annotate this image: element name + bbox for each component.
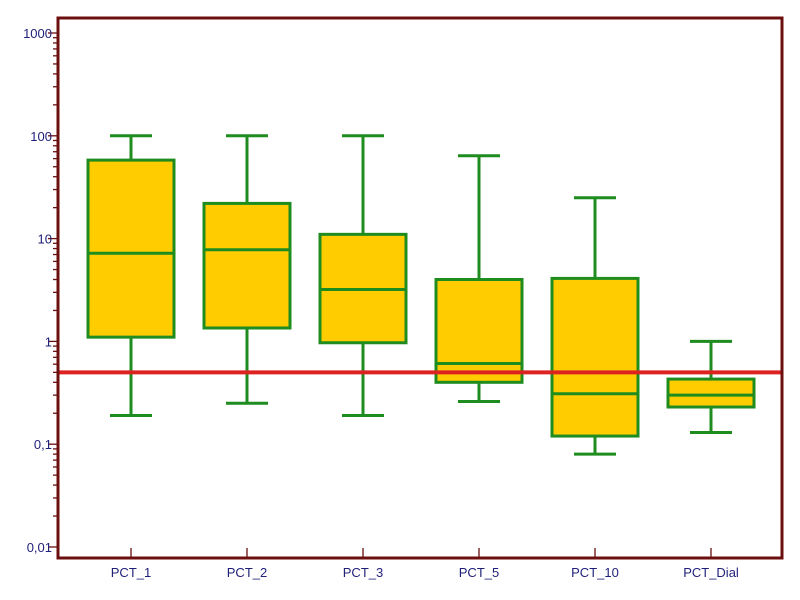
x-tick-label: PCT_1: [111, 565, 151, 580]
x-tick-label: PCT_3: [343, 565, 383, 580]
box-series: [86, 134, 756, 456]
plot-frame-layer: [56, 16, 784, 560]
box-pct-1: [86, 134, 176, 418]
x-tick-label: PCT_5: [459, 565, 499, 580]
y-tick-label: 1: [45, 334, 52, 349]
box-body: [434, 278, 524, 384]
x-tick-label: PCT_2: [227, 565, 267, 580]
box-body: [666, 377, 756, 409]
x-tick-label: PCT_10: [571, 565, 619, 580]
box-body: [550, 276, 640, 438]
x-axis: PCT_1 PCT_2 PCT_3 PCT_5 PCT_10 PCT_Dial: [111, 548, 739, 580]
y-tick-label: 10: [38, 232, 52, 247]
x-tick-label: PCT_Dial: [683, 565, 739, 580]
box-body: [202, 201, 292, 330]
box-pct-3: [318, 134, 408, 418]
y-tick-label: 0,01: [27, 540, 52, 555]
y-axis: 0,01 0,1 1 10 100 1000: [23, 26, 58, 555]
plot-frame: [56, 16, 784, 560]
box-pct-2: [202, 134, 292, 405]
box-pct-10: [550, 196, 640, 456]
y-tick-label: 100: [30, 129, 52, 144]
y-tick-label: 0,1: [34, 437, 52, 452]
box-pct-dial: [666, 339, 756, 434]
box-body: [86, 158, 176, 339]
box-pct-5: [434, 154, 524, 404]
y-tick-label: 1000: [23, 26, 52, 41]
